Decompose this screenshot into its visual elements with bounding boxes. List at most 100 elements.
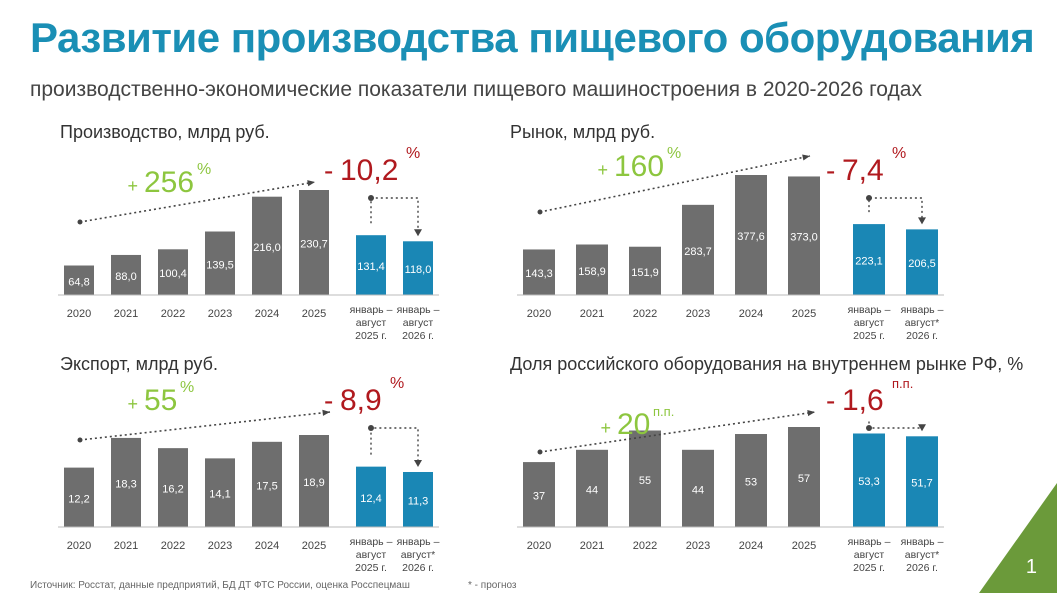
decline-value: 1,6 <box>842 384 884 417</box>
decline-bracket-dot <box>368 425 374 431</box>
bar-value-label: 17,5 <box>256 480 277 492</box>
x-tick-label: 2021 <box>580 308 604 320</box>
bar <box>205 231 235 295</box>
bar-value-label: 100,4 <box>159 268 187 280</box>
x-tick-label: январь – <box>397 536 440 548</box>
growth-value: 160 <box>614 150 664 183</box>
growth-value: 256 <box>144 166 194 199</box>
growth-unit: % <box>667 145 681 162</box>
bar <box>788 176 820 295</box>
x-tick-label: август* <box>905 317 940 329</box>
bar-value-label: 64,8 <box>68 276 89 288</box>
bar <box>576 449 608 527</box>
trend-arrowhead <box>322 409 330 416</box>
x-tick-label: 2023 <box>208 540 232 552</box>
corner-decoration <box>979 483 1057 593</box>
x-tick-label: 2026 г. <box>906 562 938 574</box>
bar <box>403 471 433 527</box>
bar <box>735 434 767 527</box>
x-tick-label: январь – <box>901 536 944 548</box>
bar <box>682 204 714 295</box>
trend-arrowhead <box>802 154 810 161</box>
bar-value-label: 131,4 <box>357 261 385 273</box>
x-tick-label: 2022 <box>633 308 657 320</box>
decline-sign: - <box>324 385 333 416</box>
bar <box>906 229 938 295</box>
chart-title-market: Рынок, млрд руб. <box>510 122 656 142</box>
decline-arrowhead <box>414 459 422 467</box>
decline-bracket <box>868 197 923 220</box>
decline-unit: % <box>390 375 404 392</box>
x-tick-label: август <box>356 317 387 329</box>
page-title: Развитие производства пищевого оборудова… <box>30 14 1035 61</box>
x-tick-label: 2021 <box>580 540 604 552</box>
bar <box>64 467 94 527</box>
page-number: 1 <box>1025 556 1037 578</box>
bar <box>629 246 661 295</box>
bar <box>252 196 282 295</box>
x-tick-label: август <box>403 317 434 329</box>
x-tick-label: январь – <box>350 304 393 316</box>
bar <box>629 430 661 527</box>
chart-title-share: Доля российского оборудования на внутрен… <box>510 354 1024 374</box>
bar <box>788 427 820 527</box>
trend-start-dot <box>77 437 83 443</box>
x-tick-label: август* <box>905 549 940 561</box>
x-tick-label: 2026 г. <box>402 562 434 574</box>
x-tick-label: 2021 <box>114 540 138 552</box>
decline-bracket-dot <box>866 195 872 201</box>
x-tick-label: январь – <box>901 304 944 316</box>
bar <box>356 235 386 295</box>
bar <box>906 436 938 527</box>
x-tick-label: 2020 <box>67 540 91 552</box>
chart-title-export: Экспорт, млрд руб. <box>60 354 218 374</box>
bar-value-label: 206,5 <box>908 258 936 270</box>
x-tick-label: 2022 <box>161 308 185 320</box>
decline-arrowhead <box>414 229 422 237</box>
bar-value-label: 12,4 <box>360 493 381 505</box>
bar-value-label: 377,6 <box>737 231 765 243</box>
bar-value-label: 53 <box>745 477 757 489</box>
decline-sign: - <box>324 155 333 186</box>
decline-value: 8,9 <box>340 384 382 417</box>
x-tick-label: 2022 <box>161 540 185 552</box>
x-tick-label: январь – <box>397 304 440 316</box>
bar-value-label: 44 <box>586 484 598 496</box>
bar <box>158 448 188 527</box>
bar <box>403 241 433 295</box>
decline-arrowhead <box>918 217 926 225</box>
bar-value-label: 18,9 <box>303 477 324 489</box>
decline-value: 7,4 <box>842 154 884 187</box>
forecast-note: * - прогноз <box>468 580 517 591</box>
bar-value-label: 373,0 <box>790 232 818 244</box>
bar-value-label: 230,7 <box>300 239 328 251</box>
growth-trend-arrow <box>539 155 811 213</box>
share-chart: 37 2020 44 2021 55 2022 44 2023 53 2024 57 2025 53,3… <box>517 376 944 574</box>
bar-value-label: 139,5 <box>206 259 234 271</box>
bar-value-label: 151,9 <box>631 267 659 279</box>
bar <box>158 249 188 295</box>
x-tick-label: 2023 <box>208 308 232 320</box>
bar <box>682 449 714 527</box>
x-tick-label: 2024 <box>255 308 279 320</box>
bar <box>64 265 94 295</box>
x-tick-label: 2021 <box>114 308 138 320</box>
x-tick-label: 2023 <box>686 308 710 320</box>
decline-value: 10,2 <box>340 154 398 187</box>
trend-arrowhead <box>307 180 315 187</box>
export-chart: 12,2 2020 18,3 2021 16,2 2022 14,1 2023 17,5 2024… <box>58 375 440 574</box>
decline-bracket <box>868 421 923 429</box>
bar-value-label: 118,0 <box>405 264 432 276</box>
x-tick-label: 2020 <box>67 308 91 320</box>
growth-value: 20 <box>617 408 650 441</box>
growth-value: 55 <box>144 384 177 417</box>
trend-start-dot <box>537 449 543 455</box>
x-tick-label: 2025 <box>302 308 326 320</box>
x-tick-label: 2020 <box>527 308 551 320</box>
x-tick-label: 2025 г. <box>355 562 387 574</box>
trend-start-dot <box>77 219 83 225</box>
bar-value-label: 283,7 <box>684 246 712 258</box>
bar-value-label: 44 <box>692 484 704 496</box>
trend-arrowhead <box>807 409 815 417</box>
decline-unit: п.п. <box>892 376 913 391</box>
